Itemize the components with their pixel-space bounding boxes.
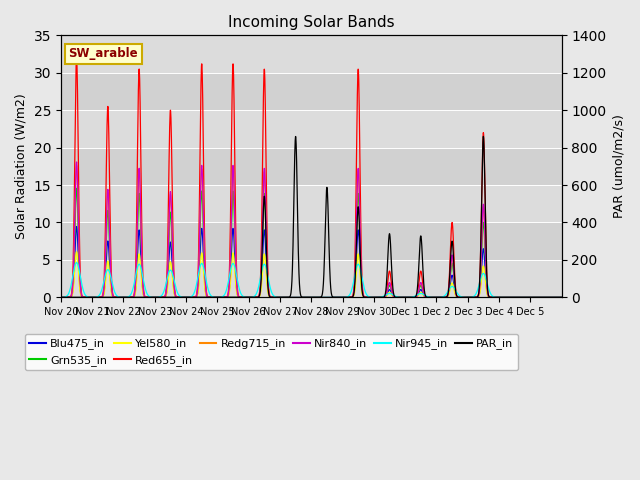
Bar	[61, 73, 561, 110]
Bar	[61, 222, 561, 260]
Title: Incoming Solar Bands: Incoming Solar Bands	[228, 15, 395, 30]
Y-axis label: PAR (umol/m2/s): PAR (umol/m2/s)	[612, 114, 625, 218]
Legend: Blu475_in, Grn535_in, Yel580_in, Red655_in, Redg715_in, Nir840_in, Nir945_in, PA: Blu475_in, Grn535_in, Yel580_in, Red655_…	[24, 334, 518, 370]
Text: SW_arable: SW_arable	[68, 47, 138, 60]
Y-axis label: Solar Radiation (W/m2): Solar Radiation (W/m2)	[15, 94, 28, 239]
Bar	[61, 147, 561, 185]
